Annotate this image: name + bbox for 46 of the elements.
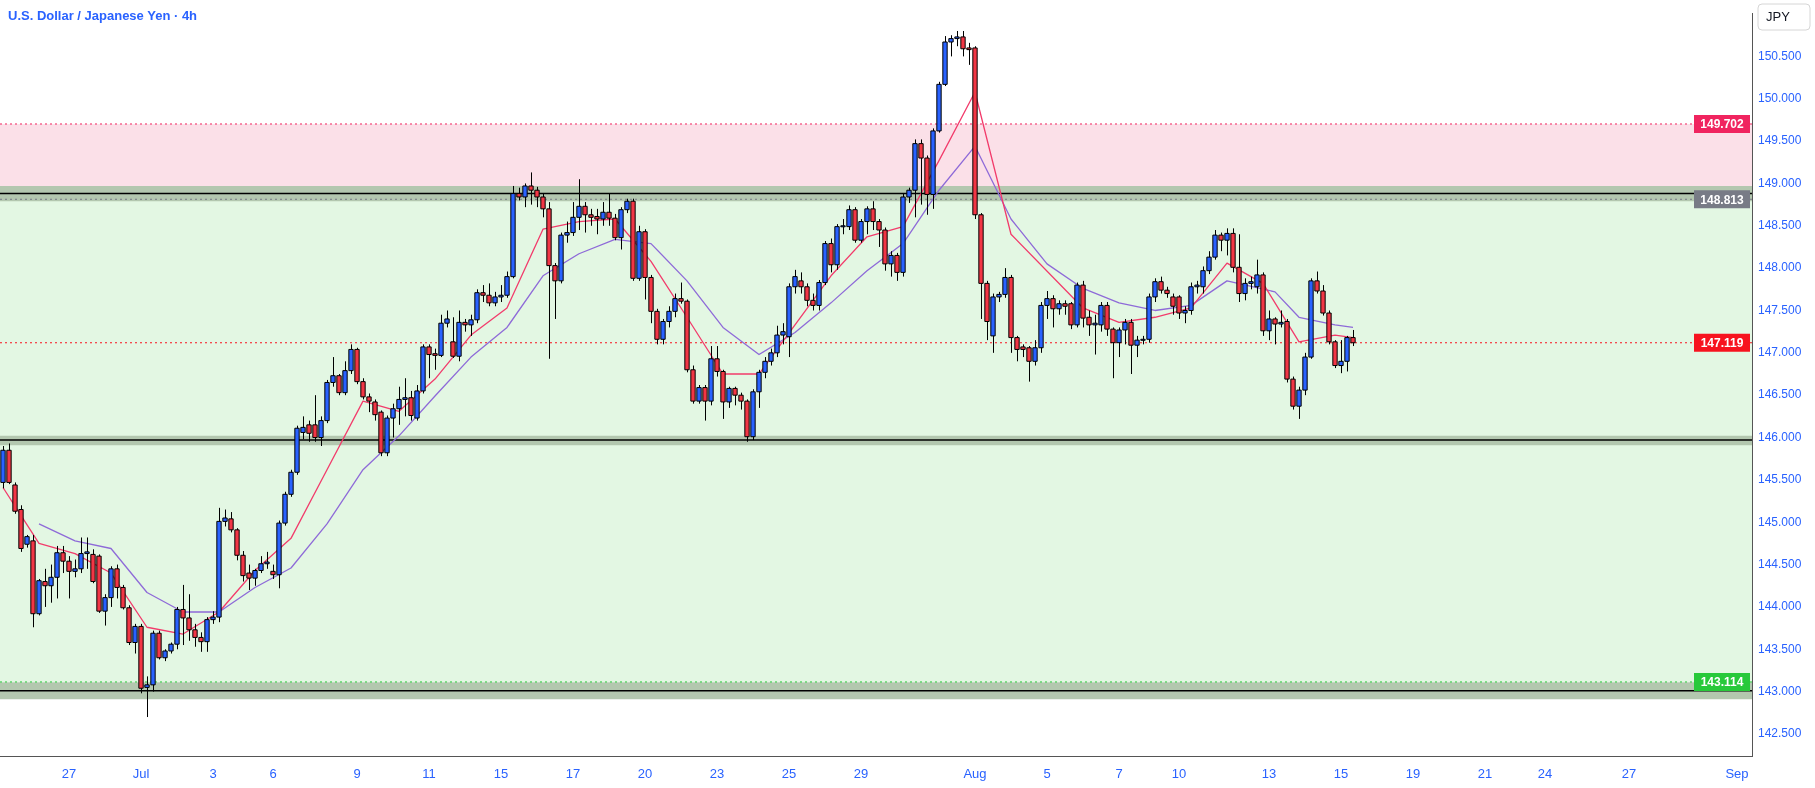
ref-line-label: 149.702 — [1700, 117, 1745, 132]
x-tick-label: 25 — [781, 766, 797, 782]
x-tick-label: Sep — [1725, 766, 1749, 782]
x-tick-label: 24 — [1537, 766, 1553, 782]
x-tick-label: 13 — [1261, 766, 1277, 782]
y-tick-label: 145.500 — [1758, 472, 1802, 487]
y-axis-title: JPY — [1766, 8, 1791, 24]
x-tick-label: 6 — [269, 766, 277, 782]
y-tick-label: 150.500 — [1758, 48, 1802, 63]
x-tick-label: Jul — [132, 766, 150, 782]
y-tick-label: 144.500 — [1758, 556, 1802, 571]
x-tick-label: 21 — [1477, 766, 1493, 782]
x-tick-label: Aug — [963, 766, 987, 782]
y-tick-label: 144.000 — [1758, 599, 1802, 614]
y-tick-label: 146.500 — [1758, 387, 1802, 402]
x-tick-label: 15 — [1333, 766, 1349, 782]
x-tick-label: 10 — [1171, 766, 1187, 782]
ref-line-label: 148.813 — [1700, 192, 1745, 207]
y-tick-label: 147.000 — [1758, 345, 1802, 360]
x-tick-label: 29 — [853, 766, 869, 782]
chart-title: U.S. Dollar / Japanese Yen · 4h — [8, 7, 198, 23]
x-tick-label: 5 — [1043, 766, 1051, 782]
y-tick-label: 148.500 — [1758, 218, 1802, 233]
y-tick-label: 146.000 — [1758, 429, 1802, 444]
x-tick-label: 15 — [493, 766, 509, 782]
ref-line-label: 143.114 — [1700, 675, 1744, 690]
y-tick-label: 150.000 — [1758, 91, 1802, 106]
x-tick-label: 17 — [565, 766, 581, 782]
y-tick-label: 147.500 — [1758, 302, 1802, 317]
x-tick-label: 3 — [209, 766, 217, 782]
x-tick-label: 23 — [709, 766, 725, 782]
x-tick-label: 9 — [353, 766, 361, 782]
y-tick-label: 148.000 — [1758, 260, 1802, 275]
x-tick-label: 11 — [422, 766, 436, 782]
y-tick-label: 143.000 — [1758, 683, 1802, 698]
y-tick-label: 145.000 — [1758, 514, 1802, 529]
y-tick-label: 149.500 — [1758, 133, 1802, 148]
y-tick-label: 143.500 — [1758, 641, 1802, 656]
y-tick-label: 149.000 — [1758, 175, 1802, 190]
x-tick-label: 27 — [61, 766, 77, 782]
x-tick-label: 27 — [1621, 766, 1637, 782]
y-tick-label: 142.500 — [1758, 726, 1802, 741]
x-tick-label: 19 — [1405, 766, 1421, 782]
x-tick-label: 20 — [637, 766, 653, 782]
x-tick-label: 7 — [1115, 766, 1123, 782]
ref-line-label: 147.119 — [1700, 336, 1744, 351]
